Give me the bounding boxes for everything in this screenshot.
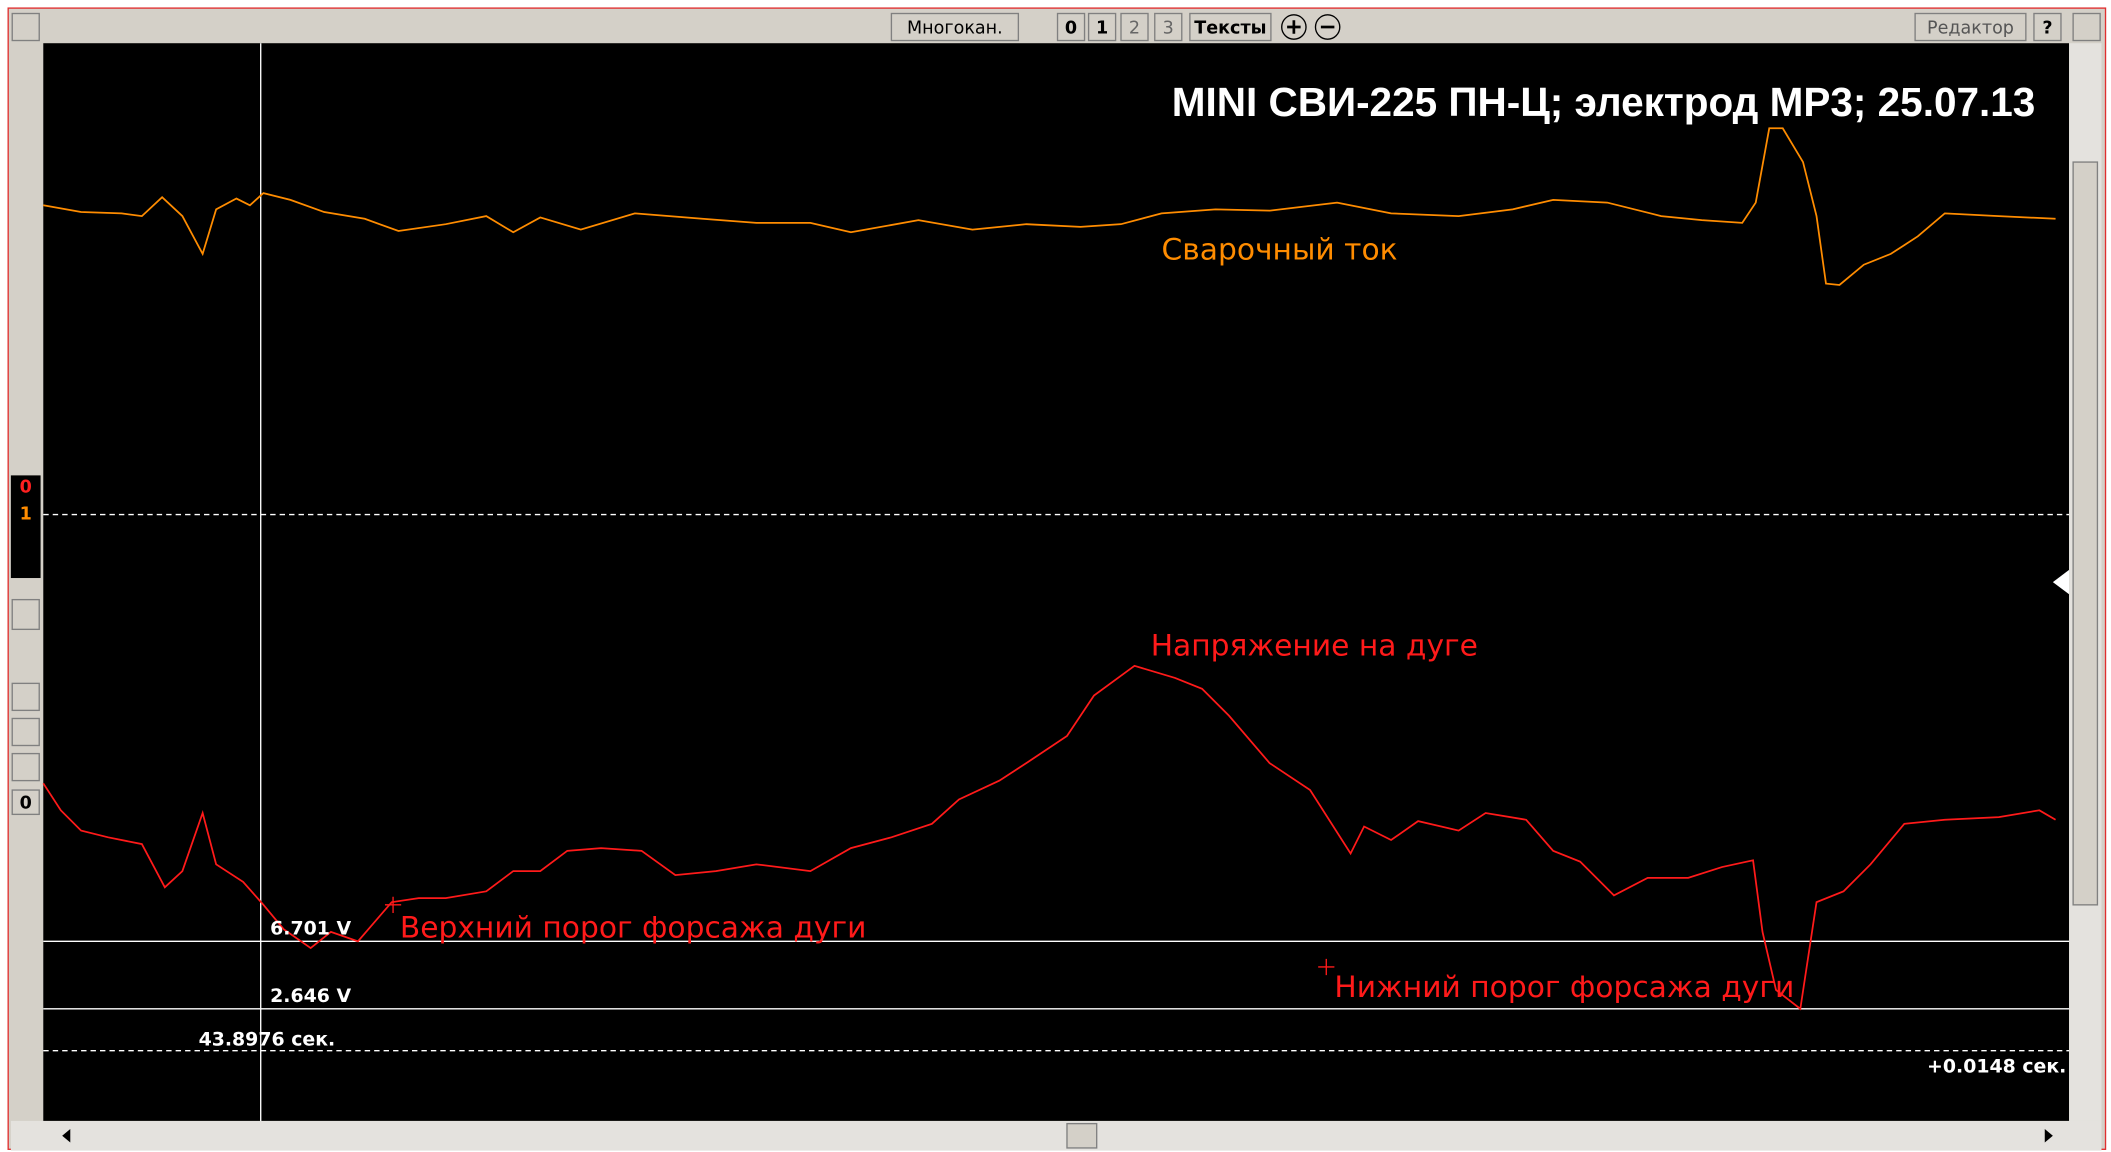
help-label: ? — [2042, 18, 2052, 38]
channel-indicator-label: 0 — [20, 478, 32, 498]
chart-title: MINI СВИ-225 ПН-Ц; электрод МР3; 25.07.1… — [1172, 79, 2036, 125]
texts-button[interactable] — [1189, 12, 1272, 42]
tool-button[interactable] — [11, 717, 40, 747]
channel-label: Сварочный ток — [1162, 233, 1398, 268]
channel-button[interactable] — [1056, 12, 1086, 42]
current-trace — [43, 127, 2056, 286]
channel-label: 1 — [1096, 18, 1108, 38]
cursor-time: 43.8976 сек. — [199, 1028, 336, 1050]
channel-indicator-label: 1 — [20, 505, 32, 525]
vertical-scroll-thumb[interactable] — [2072, 161, 2099, 906]
pin-button[interactable] — [2072, 12, 2101, 42]
threshold-label: Верхний порог форсажа дуги — [400, 911, 867, 946]
channel-label: 3 — [1163, 18, 1174, 38]
horizontal-scroll-thumb[interactable] — [1066, 1122, 1098, 1149]
channel-button[interactable] — [1120, 12, 1149, 42]
counter-button[interactable] — [11, 789, 40, 816]
channel-button[interactable] — [1087, 12, 1117, 42]
editor-button[interactable] — [1914, 12, 2027, 42]
multichannel-label: Многокан. — [907, 18, 1003, 38]
channel-indicator — [10, 475, 41, 579]
threshold-label: Нижний порог форсажа дуги — [1334, 970, 1794, 1005]
level-pointer — [2052, 569, 2070, 595]
plot-area — [43, 43, 2070, 1121]
voltage-trace — [42, 664, 2057, 1011]
editor-label: Редактор — [1927, 18, 2014, 38]
time-delta: +0.0148 сек. — [1927, 1055, 2066, 1077]
threshold-markers — [384, 896, 1335, 976]
multichannel-button[interactable] — [890, 12, 1020, 42]
channel-label: 2 — [1129, 18, 1140, 38]
channel-button[interactable] — [1154, 12, 1183, 42]
tool-button[interactable] — [11, 682, 40, 712]
threshold-value: 6.701 V — [270, 918, 351, 940]
tool-button[interactable] — [11, 752, 40, 782]
help-button[interactable] — [2033, 12, 2062, 42]
horizontal-scrollbar[interactable] — [10, 1120, 2102, 1151]
channel-label: Напряжение на дуге — [1151, 628, 1478, 663]
maximize-button[interactable] — [11, 12, 40, 42]
texts-label: Тексты — [1194, 18, 1266, 38]
tool-button[interactable] — [11, 598, 40, 631]
channel-label: 0 — [1065, 18, 1077, 38]
counter-label: 0 — [20, 794, 32, 814]
threshold-value: 2.646 V — [270, 985, 351, 1007]
zoom-in-icon — [1287, 20, 1301, 34]
